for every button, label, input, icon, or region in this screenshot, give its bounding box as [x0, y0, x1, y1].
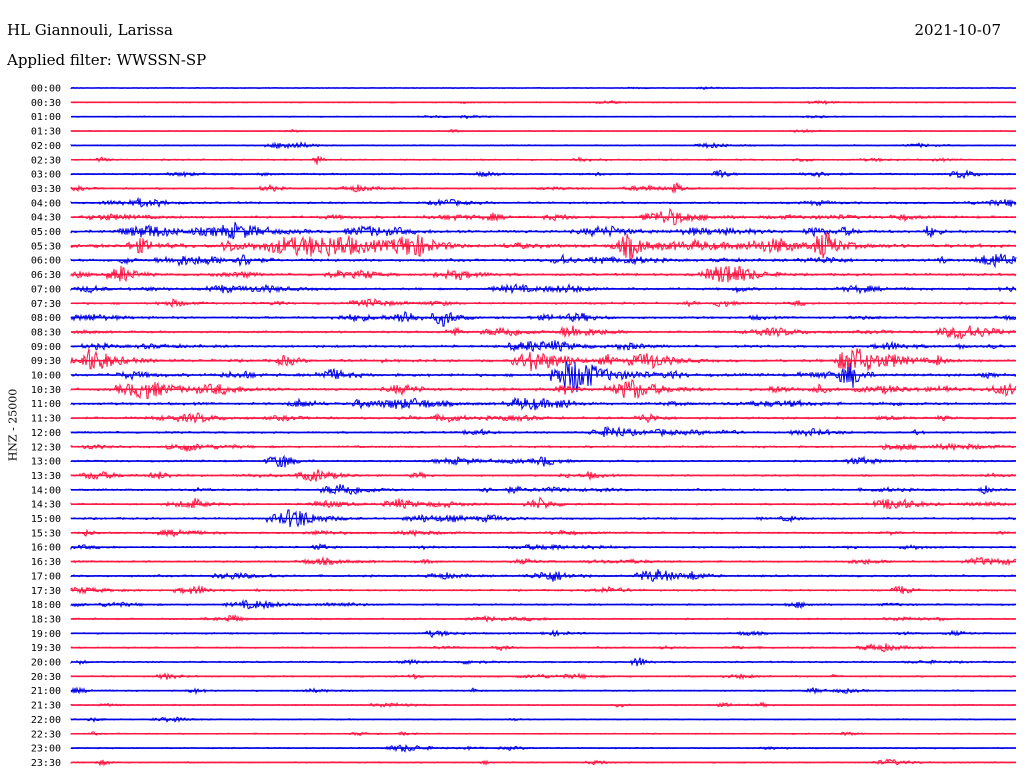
row-time-label: 03:00 — [31, 170, 61, 181]
row-time-label: 21:00 — [31, 686, 61, 697]
seismic-trace — [70, 311, 1017, 327]
row-time-label: 16:30 — [31, 557, 61, 568]
row-time-label: 00:00 — [31, 84, 61, 95]
row-time-label: 23:00 — [31, 744, 61, 755]
row-time-label: 08:00 — [31, 313, 61, 324]
seismic-trace — [70, 442, 1016, 452]
row-time-label: 14:00 — [31, 485, 61, 496]
row-time-label: 04:30 — [31, 213, 61, 224]
row-time-label: 18:30 — [31, 614, 61, 625]
filter-label: Applied filter: WWSSN-SP — [7, 51, 207, 69]
row-time-label: 07:30 — [31, 299, 61, 310]
row-time-label: 12:30 — [31, 442, 61, 453]
seismic-trace — [70, 496, 1017, 510]
row-time-label: 09:30 — [31, 356, 61, 367]
row-time-label: 22:30 — [31, 729, 61, 740]
row-time-label: 19:30 — [31, 643, 61, 654]
row-time-label: 01:00 — [31, 112, 61, 123]
seismic-trace — [70, 232, 1017, 261]
row-time-label: 12:00 — [31, 428, 61, 439]
seismic-trace — [70, 361, 1017, 393]
row-time-label: 05:30 — [31, 241, 61, 252]
row-time-label: 13:00 — [31, 457, 61, 468]
row-time-label: 04:00 — [31, 198, 61, 209]
row-time-label: 11:00 — [31, 399, 61, 410]
row-time-label: 17:30 — [31, 586, 61, 597]
row-time-label: 03:30 — [31, 184, 61, 195]
row-time-label: 20:00 — [31, 658, 61, 669]
station-title: HL Giannouli, Larissa — [7, 21, 173, 39]
row-time-label: 13:30 — [31, 471, 61, 482]
row-time-label: 06:30 — [31, 270, 61, 281]
row-time-label: 02:00 — [31, 141, 61, 152]
row-time-label: 09:00 — [31, 342, 61, 353]
row-time-label: 20:30 — [31, 672, 61, 683]
row-time-label: 17:00 — [31, 571, 61, 582]
row-time-label: 23:30 — [31, 758, 61, 769]
row-time-label: 08:30 — [31, 327, 61, 338]
row-time-label: 15:30 — [31, 528, 61, 539]
row-time-label: 07:00 — [31, 284, 61, 295]
row-time-label: 18:00 — [31, 600, 61, 611]
row-time-label: 19:00 — [31, 629, 61, 640]
row-time-label: 10:00 — [31, 371, 61, 382]
row-time-label: 14:30 — [31, 500, 61, 511]
row-time-label: 02:30 — [31, 155, 61, 166]
row-time-label: 11:30 — [31, 414, 61, 425]
row-time-label: 21:30 — [31, 701, 61, 712]
row-time-label: 05:00 — [31, 227, 61, 238]
record-date: 2021-10-07 — [914, 21, 1001, 39]
row-time-label: 22:00 — [31, 715, 61, 726]
row-time-label: 15:00 — [31, 514, 61, 525]
row-time-label: 10:30 — [31, 385, 61, 396]
row-time-label: 16:00 — [31, 543, 61, 554]
row-time-label: 06:00 — [31, 256, 61, 267]
row-time-label: 01:30 — [31, 127, 61, 138]
row-time-label: 00:30 — [31, 98, 61, 109]
